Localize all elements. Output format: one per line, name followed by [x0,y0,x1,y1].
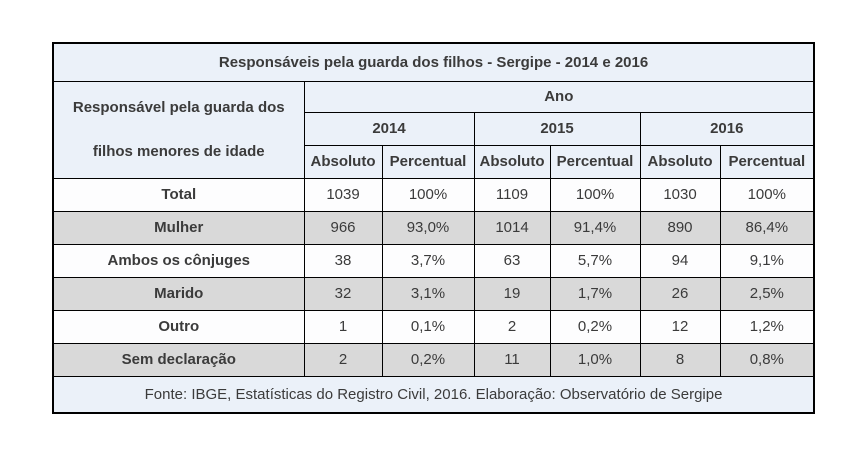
cell-value: 12 [639,309,721,344]
row-dimension-header: Responsável pela guarda dos filhos menor… [52,80,305,179]
cell-value: 94 [639,243,721,278]
row-label: Mulher [52,210,305,245]
year-group-header: Ano [303,80,815,113]
year-header-2015: 2015 [473,111,641,146]
table-row-total: Total 1039 100% 1109 100% 1030 100% [52,177,815,212]
col-header-2016-absoluto: Absoluto [639,144,721,179]
col-header-2014-absoluto: Absoluto [303,144,383,179]
cell-value: 2,5% [719,276,815,311]
cell-value: 5,7% [549,243,641,278]
cell-value: 2 [473,309,551,344]
row-label: Outro [52,309,305,344]
cell-value: 1,7% [549,276,641,311]
row-label: Ambos os cônjuges [52,243,305,278]
cell-value: 1030 [639,177,721,212]
cell-value: 38 [303,243,383,278]
cell-value: 8 [639,342,721,377]
col-header-2015-absoluto: Absoluto [473,144,551,179]
cell-value: 91,4% [549,210,641,245]
cell-value: 9,1% [719,243,815,278]
cell-value: 3,7% [381,243,475,278]
table-row-outro: Outro 1 0,1% 2 0,2% 12 1,2% [52,309,815,344]
cell-value: 0,2% [381,342,475,377]
cell-value: 1,0% [549,342,641,377]
table-row-mulher: Mulher 966 93,0% 1014 91,4% 890 86,4% [52,210,815,245]
row-label: Marido [52,276,305,311]
table-row-marido: Marido 32 3,1% 19 1,7% 26 2,5% [52,276,815,311]
cell-value: 0,8% [719,342,815,377]
cell-value: 1,2% [719,309,815,344]
cell-value: 890 [639,210,721,245]
cell-value: 966 [303,210,383,245]
cell-value: 32 [303,276,383,311]
cell-value: 26 [639,276,721,311]
guardianship-table: Responsáveis pela guarda dos filhos - Se… [52,42,816,414]
cell-value: 86,4% [719,210,815,245]
col-header-2014-percentual: Percentual [381,144,475,179]
cell-value: 1 [303,309,383,344]
table-title: Responsáveis pela guarda dos filhos - Se… [52,42,815,82]
cell-value: 100% [381,177,475,212]
cell-value: 11 [473,342,551,377]
source-note: Fonte: IBGE, Estatísticas do Registro Ci… [52,375,815,414]
row-dimension-header-line2: filhos menores de idade [92,142,265,160]
cell-value: 1039 [303,177,383,212]
year-header-2014: 2014 [303,111,475,146]
row-label: Sem declaração [52,342,305,377]
col-header-2015-percentual: Percentual [549,144,641,179]
cell-value: 0,1% [381,309,475,344]
cell-value: 63 [473,243,551,278]
row-dimension-header-line1: Responsável pela guarda dos [72,98,285,116]
cell-value: 0,2% [549,309,641,344]
cell-value: 100% [549,177,641,212]
row-label: Total [52,177,305,212]
col-header-2016-percentual: Percentual [719,144,815,179]
table-row-sem-declaracao: Sem declaração 2 0,2% 11 1,0% 8 0,8% [52,342,815,377]
cell-value: 1014 [473,210,551,245]
cell-value: 19 [473,276,551,311]
cell-value: 93,0% [381,210,475,245]
cell-value: 3,1% [381,276,475,311]
cell-value: 1109 [473,177,551,212]
year-header-2016: 2016 [639,111,815,146]
cell-value: 2 [303,342,383,377]
table-row-ambos-os-conjuges: Ambos os cônjuges 38 3,7% 63 5,7% 94 9,1… [52,243,815,278]
cell-value: 100% [719,177,815,212]
